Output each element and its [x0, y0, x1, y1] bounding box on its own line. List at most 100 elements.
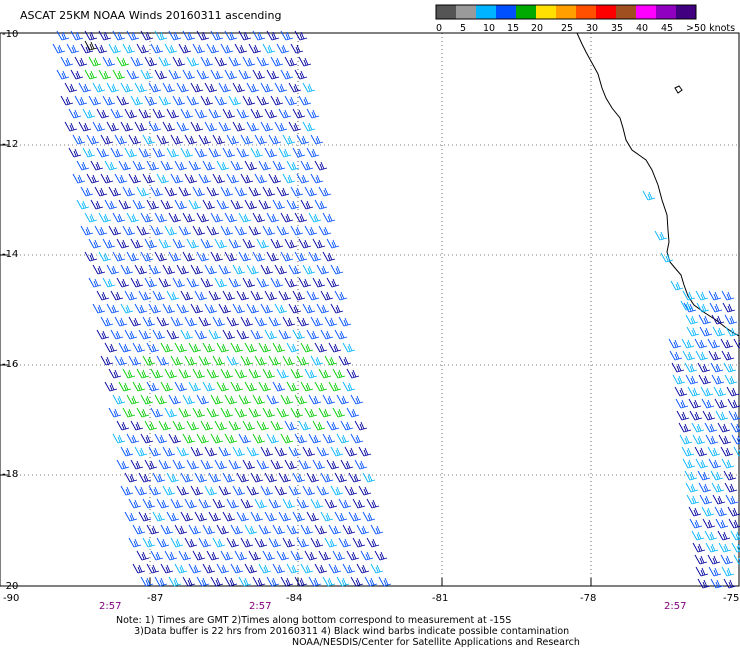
wind-barb: [254, 316, 268, 327]
wind-barb: [130, 420, 144, 431]
legend-border: [435, 4, 697, 20]
wind-barb: [704, 530, 718, 541]
wind-barb: [160, 381, 174, 392]
wind-barb: [166, 329, 180, 340]
wind-barb: [144, 56, 158, 67]
wind-barb: [326, 420, 340, 431]
wind-barb: [170, 134, 184, 145]
wind-barb: [96, 290, 110, 301]
lat-label: -16: [2, 359, 18, 370]
wind-barb: [94, 43, 108, 54]
wind-barb: [242, 277, 256, 288]
wind-barb: [328, 381, 342, 392]
wind-barb: [216, 381, 230, 392]
wind-barb: [262, 407, 276, 418]
wind-barb: [242, 56, 256, 67]
wind-barb: [330, 446, 344, 457]
wind-barb: [336, 394, 350, 405]
wind-barb: [140, 394, 154, 405]
wind-barb: [90, 160, 104, 171]
legend-tick-label: 0: [436, 23, 442, 34]
wind-barb: [108, 43, 122, 54]
wind-barb: [695, 350, 709, 361]
wind-barb: [166, 511, 180, 522]
wind-barb: [284, 420, 298, 431]
wind-barb: [296, 173, 310, 184]
wind-barb: [160, 199, 174, 210]
wind-barb: [334, 290, 348, 301]
wind-barb: [188, 342, 202, 353]
wind-barb: [246, 303, 260, 314]
wind-barb: [691, 422, 705, 433]
wind-barb: [140, 69, 154, 80]
wind-barb: [314, 160, 328, 171]
wind-barb: [332, 550, 346, 561]
lat-label: -14: [2, 249, 18, 260]
wind-barb: [671, 362, 685, 373]
wind-barb: [731, 434, 740, 445]
wind-barb: [152, 511, 166, 522]
legend-swatch: [616, 5, 637, 19]
wind-barb: [166, 290, 180, 301]
wind-barb: [150, 186, 164, 197]
wind-barb: [120, 121, 134, 132]
wind-barb: [324, 498, 338, 509]
wind-barb: [218, 303, 232, 314]
wind-barb: [358, 446, 372, 457]
wind-barb: [216, 524, 230, 535]
wind-barb: [174, 342, 188, 353]
legend-tick-label: 35: [611, 23, 623, 34]
wind-barb: [224, 212, 238, 223]
wind-barb: [148, 303, 162, 314]
wind-barb: [124, 147, 138, 158]
wind-barb: [80, 186, 94, 197]
wind-barb: [272, 524, 286, 535]
wind-barb: [715, 518, 729, 529]
wind-barb: [308, 576, 322, 587]
wind-barb: [168, 212, 182, 223]
wind-barb: [268, 498, 282, 509]
wind-barb: [352, 537, 366, 548]
wind-barb: [164, 225, 178, 236]
wind-barb: [210, 433, 224, 444]
wind-barb: [328, 524, 342, 535]
wind-barb: [244, 342, 258, 353]
wind-barb: [306, 108, 320, 119]
wind-barb: [264, 290, 278, 301]
wind-barb: [148, 121, 162, 132]
wind-barb: [338, 316, 352, 327]
wind-barb: [78, 121, 92, 132]
wind-barb: [282, 316, 296, 327]
wind-barb: [82, 108, 96, 119]
wind-barb: [727, 506, 740, 517]
wind-barb: [720, 338, 734, 349]
wind-barb: [697, 362, 711, 373]
lat-label: -10: [2, 29, 18, 40]
wind-barb: [272, 199, 286, 210]
wind-barb: [196, 212, 210, 223]
wind-barb: [200, 277, 214, 288]
wind-barb: [294, 212, 308, 223]
wind-barb: [176, 82, 190, 93]
wind-barb: [84, 40, 98, 51]
wind-barb: [240, 134, 254, 145]
wind-barb: [230, 199, 244, 210]
wind-barb: [178, 186, 192, 197]
wind-barb: [182, 30, 196, 41]
wind-barb: [192, 550, 206, 561]
wind-barb: [701, 398, 715, 409]
wind-barb: [186, 56, 200, 67]
wind-barb: [370, 524, 384, 535]
wind-barb: [679, 434, 693, 445]
wind-barb: [232, 303, 246, 314]
wind-barb: [170, 316, 184, 327]
wind-barb: [266, 576, 280, 587]
wind-barb: [234, 225, 248, 236]
wind-barb: [296, 316, 310, 327]
legend-swatch: [676, 5, 697, 19]
wind-barb: [220, 368, 234, 379]
wind-barb: [150, 225, 164, 236]
lon-label: -75: [723, 593, 739, 604]
wind-barb: [691, 530, 705, 541]
wind-barb: [270, 56, 284, 67]
